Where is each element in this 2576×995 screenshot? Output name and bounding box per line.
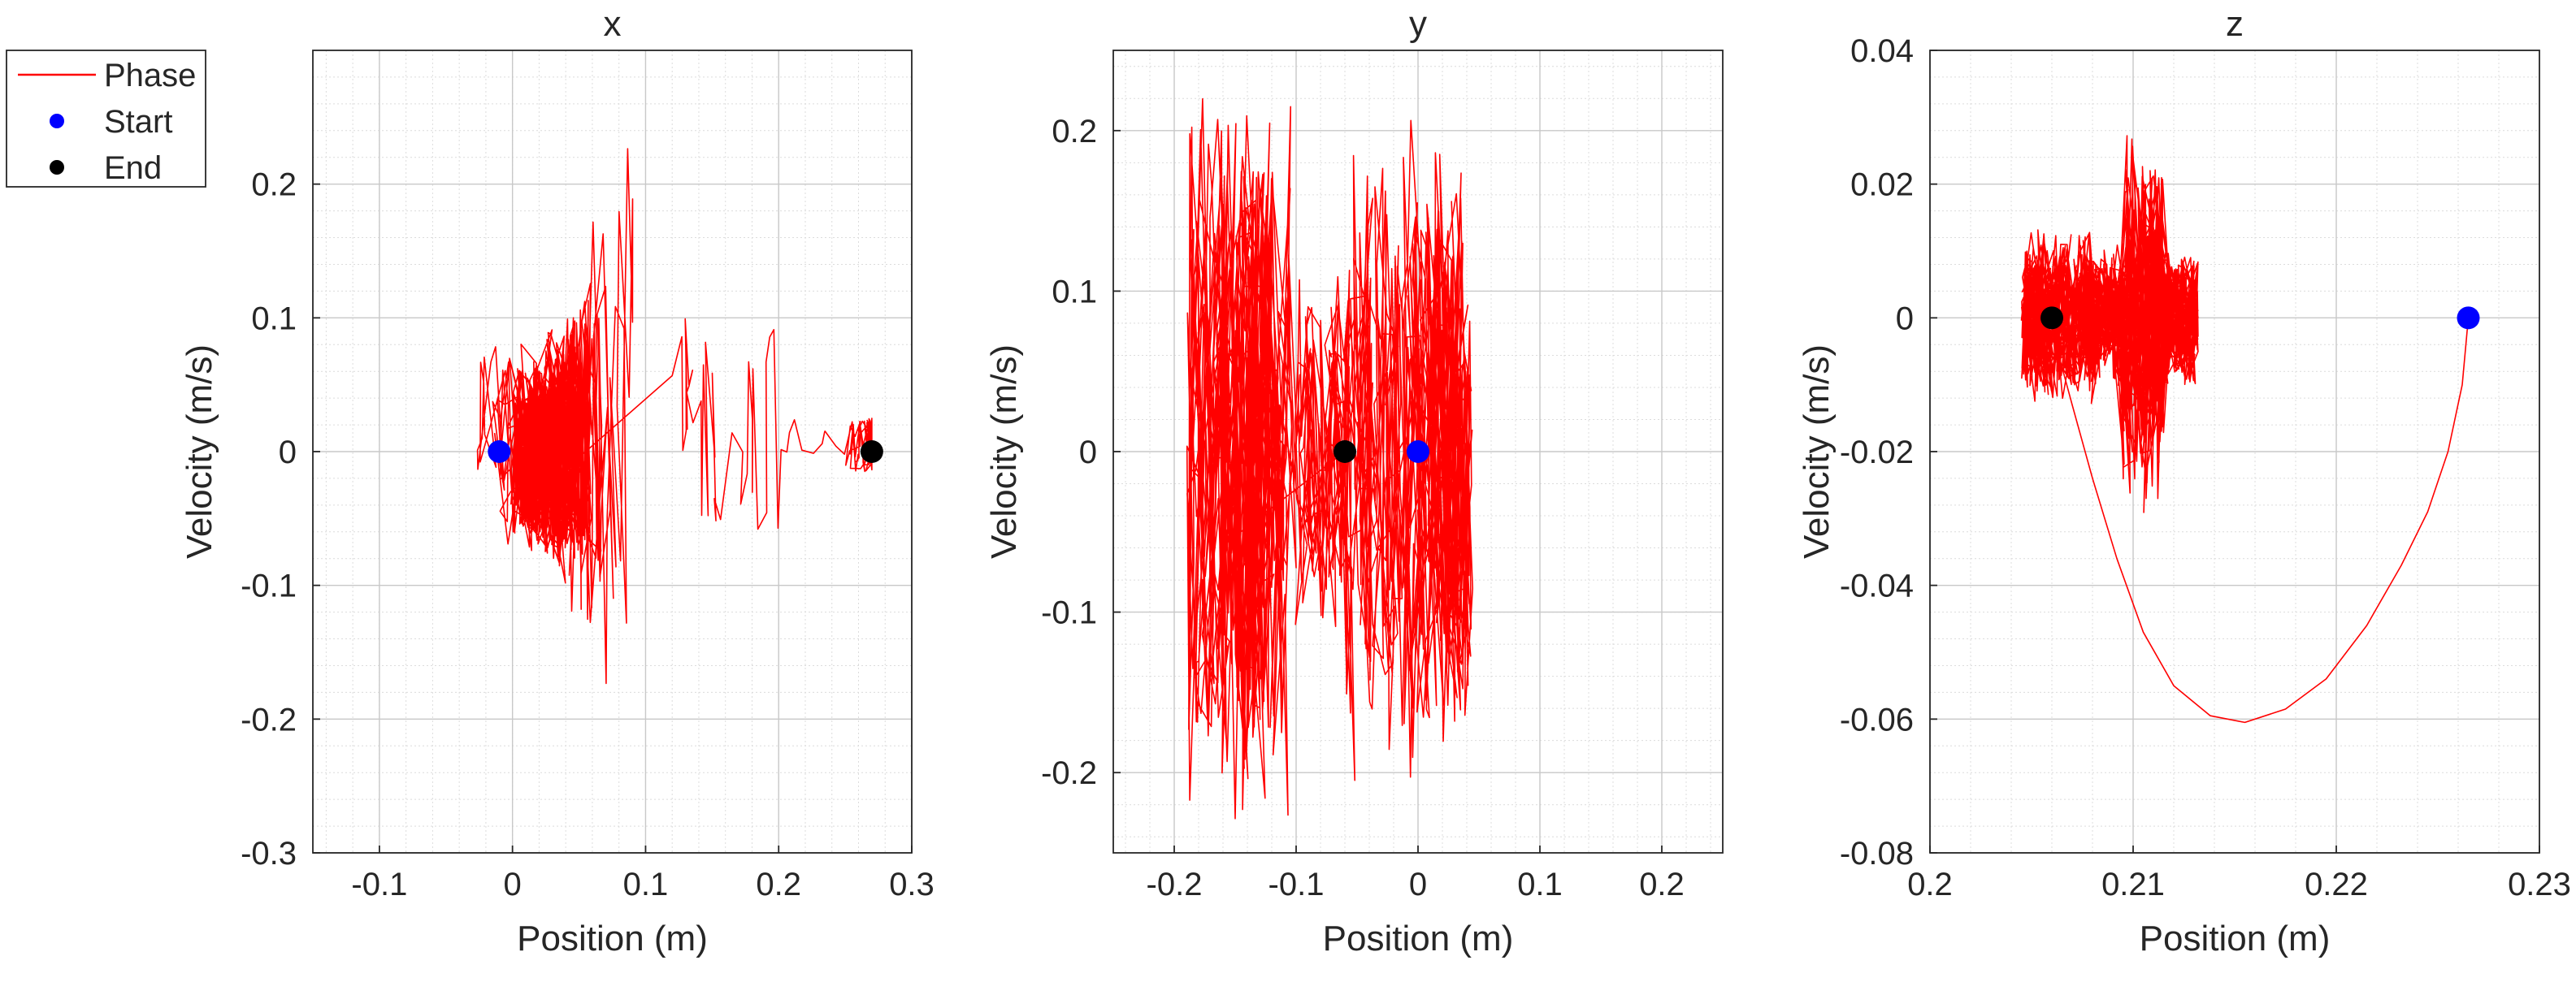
- x-tick-label: 0: [504, 867, 522, 902]
- legend-box: [6, 50, 206, 188]
- x-axis-label: Position (m): [1323, 919, 1514, 958]
- legend-item-phase: Phase: [18, 58, 196, 93]
- y-tick-label: -0.2: [1041, 755, 1097, 791]
- y-tick-label: -0.2: [241, 702, 297, 738]
- chart-panel-z: 0.2 0.21 0.22 0.23 -0.08 -0.06 -0.04 -0.02 0 0.02…: [1797, 4, 2571, 958]
- legend-label: Phase: [104, 58, 196, 93]
- x-tick-label: 0.23: [2508, 867, 2571, 902]
- y-tick-label: 0.2: [251, 167, 297, 203]
- y-axis-label: Velocity (m/s): [1797, 344, 1837, 559]
- x-tick-label: 0: [1409, 867, 1427, 902]
- y-tick-label: -0.3: [241, 836, 297, 872]
- end-marker: [860, 440, 883, 463]
- legend-marker-swatch: [50, 160, 64, 175]
- chart-panel-y: -0.2 -0.1 0 0.1 0.2 -0.2 -0.1 0 0.1 0.2 y Position …: [984, 4, 1724, 958]
- y-tick-label: 0: [1079, 435, 1097, 470]
- x-tick-label: -0.1: [1268, 867, 1325, 902]
- y-tick-label: -0.04: [1840, 569, 1914, 604]
- y-tick-label: 0.1: [251, 301, 297, 336]
- x-axis-label: Position (m): [2140, 919, 2331, 958]
- y-tick-label: 0.1: [1052, 274, 1097, 309]
- phase-line: [476, 148, 873, 685]
- y-tick-label: -0.1: [1041, 595, 1097, 631]
- y-axis-label: Velocity (m/s): [180, 344, 219, 559]
- x-tick-label: 0.2: [756, 867, 801, 902]
- y-tick-label: -0.08: [1840, 836, 1914, 872]
- x-tick-label: 0.22: [2305, 867, 2368, 902]
- y-axis-label: Velocity (m/s): [984, 344, 1024, 559]
- x-axis-label: Position (m): [517, 919, 708, 958]
- y-tick-label: 0.04: [1850, 33, 1914, 69]
- x-tick-label: 0.2: [1639, 867, 1685, 902]
- legend: Phase Start End: [6, 50, 206, 188]
- y-tick-label: 0.02: [1850, 167, 1914, 203]
- chart-title: z: [2226, 4, 2244, 44]
- chart-title: x: [604, 4, 622, 44]
- y-tick-label: -0.02: [1840, 435, 1914, 470]
- x-tick-label: 0.21: [2101, 867, 2165, 902]
- y-tick-label: -0.1: [241, 569, 297, 604]
- x-tick-label: -0.2: [1147, 867, 1203, 902]
- legend-label: Start: [104, 104, 172, 140]
- y-tick-label: 0: [1896, 301, 1914, 336]
- legend-item-start: Start: [50, 104, 172, 140]
- y-tick-label: 0: [279, 435, 297, 470]
- legend-marker-swatch: [50, 114, 64, 128]
- phase-line: [2020, 135, 2470, 724]
- x-tick-label: 0.3: [889, 867, 935, 902]
- chart-title: y: [1409, 4, 1427, 44]
- start-marker: [1407, 440, 1429, 463]
- x-tick-label: 0.2: [1907, 867, 1953, 902]
- end-marker: [2040, 306, 2063, 330]
- x-tick-label: 0.1: [1517, 867, 1563, 902]
- start-marker: [488, 440, 511, 463]
- y-tick-label: 0.2: [1052, 114, 1097, 149]
- x-tick-label: 0.1: [623, 867, 669, 902]
- legend-item-end: End: [50, 150, 162, 186]
- end-marker: [1334, 440, 1356, 463]
- y-tick-label: -0.06: [1840, 702, 1914, 738]
- phase-line: [1186, 97, 1473, 820]
- legend-label: End: [104, 150, 162, 186]
- x-tick-label: -0.1: [351, 867, 407, 902]
- start-marker: [2457, 306, 2480, 330]
- chart-panel-x: -0.1 0 0.1 0.2 0.3 -0.3 -0.2 -0.1 0 0.1 0.2 x Positi…: [180, 4, 935, 958]
